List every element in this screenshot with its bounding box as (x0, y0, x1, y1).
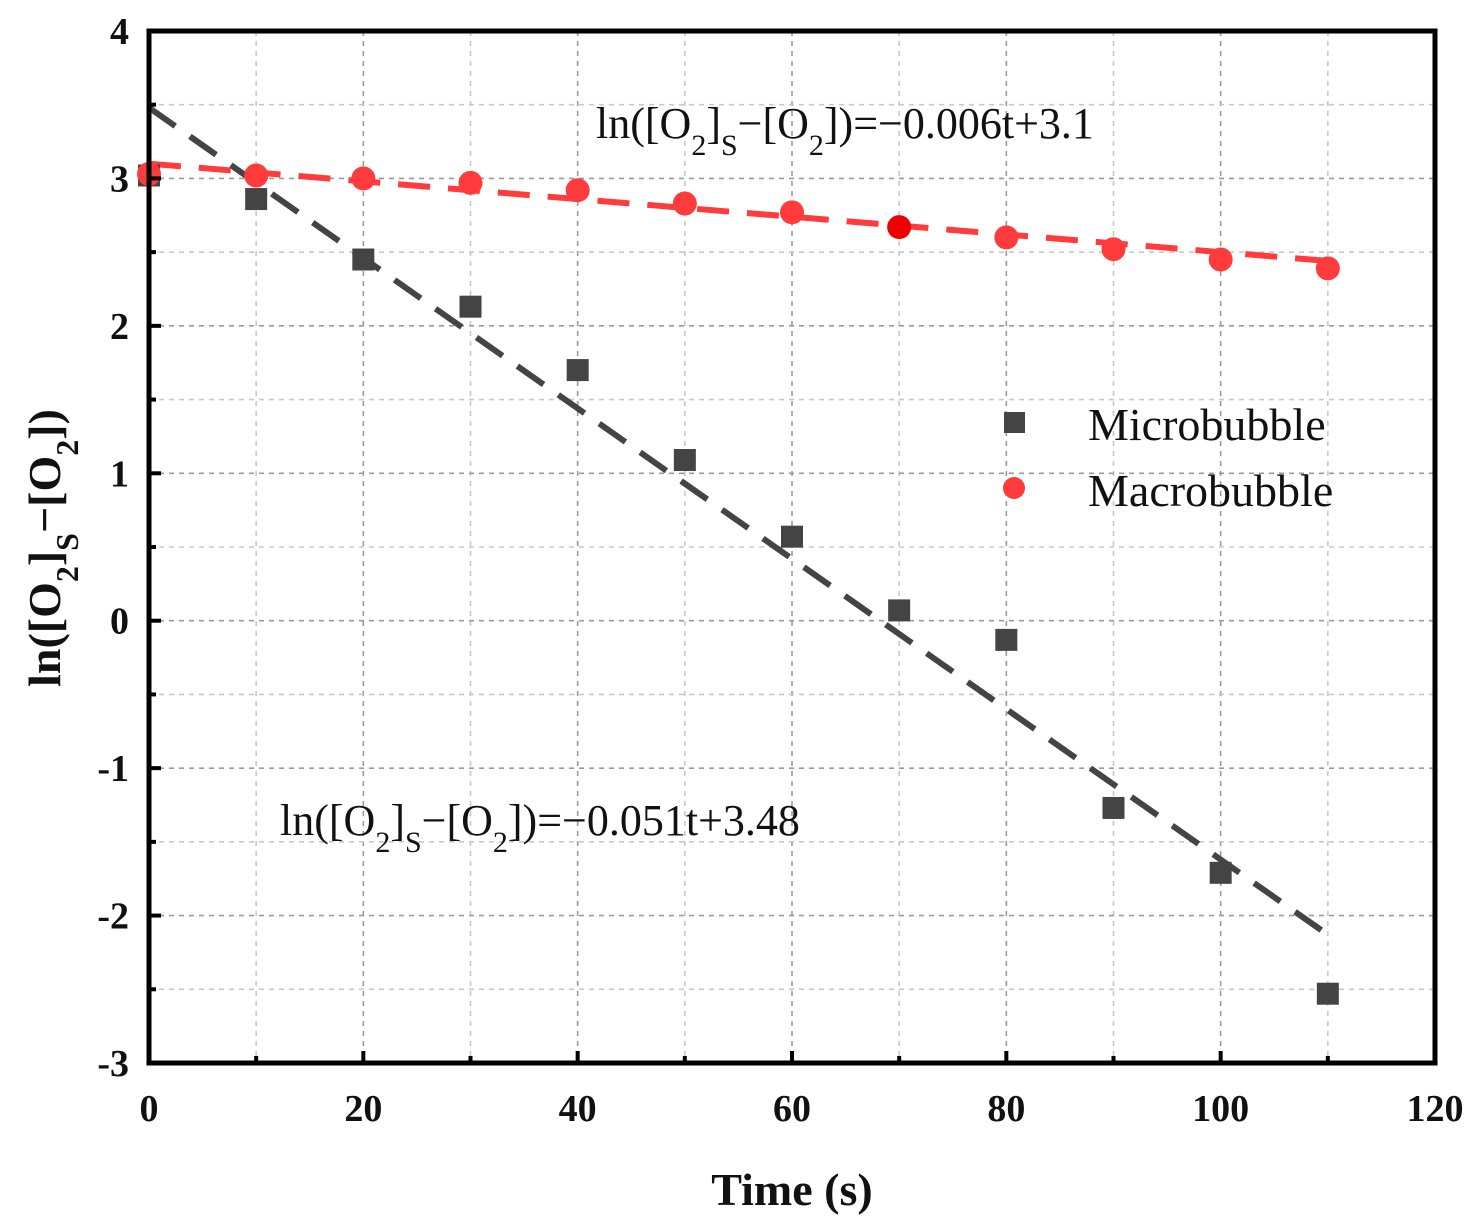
macrobubble-point (351, 166, 376, 191)
macrobubble-point (672, 191, 697, 216)
ticks (147, 29, 1437, 1065)
legend: Microbubble Macrobubble (1003, 399, 1333, 516)
microbubble-point (245, 188, 268, 211)
macrobubble-point (994, 225, 1019, 250)
y-axis-title: ln([O2]S−[O2]) (19, 409, 85, 687)
y-tick-label: 4 (110, 11, 129, 53)
macrobubble-point (887, 215, 912, 240)
y-tick-label: 3 (110, 158, 129, 200)
macrobubble-point (244, 163, 269, 188)
macro-fit-equation: ln([O2]S−[O2])=−0.006t+3.1 (596, 99, 1094, 162)
y-tick-label: 2 (110, 306, 129, 348)
tick-labels: 0 20 40 60 80 100 120 -3 -2 -1 0 1 2 3 4 (97, 11, 1463, 1130)
y-tick-label: -3 (97, 1043, 129, 1085)
microbubble-point (459, 295, 482, 318)
legend-label-microbubble: Microbubble (1088, 399, 1326, 450)
legend-marker-microbubble (1004, 412, 1025, 433)
x-tick-label: 20 (344, 1088, 382, 1130)
microbubble-point (673, 449, 696, 472)
fit-lines (147, 105, 1330, 938)
x-tick-label: 60 (773, 1088, 811, 1130)
x-axis-title: Time (s) (711, 1164, 872, 1215)
macrobubble-point (458, 170, 483, 195)
macrobubble-point (1315, 256, 1340, 281)
microbubble-point (1209, 861, 1232, 884)
macrobubble-point (780, 200, 804, 225)
x-tick-label: 0 (140, 1088, 159, 1130)
microbubble-point (995, 628, 1018, 651)
data-points (137, 162, 1340, 1005)
x-tick-label: 100 (1192, 1088, 1249, 1130)
microbubble-point (1316, 982, 1339, 1005)
microbubble-point (566, 359, 589, 382)
x-tick-label: 40 (559, 1088, 597, 1130)
legend-marker-macrobubble (1003, 477, 1025, 499)
legend-label-macrobubble: Macrobubble (1088, 465, 1333, 516)
microbubble-fit-line (147, 105, 1330, 938)
y-tick-label: 1 (110, 453, 129, 495)
y-tick-label: -2 (97, 896, 129, 938)
macrobubble-point (1101, 237, 1126, 262)
microbubble-point (1102, 796, 1125, 819)
x-tick-label: 120 (1407, 1088, 1464, 1130)
microbubble-point (781, 525, 803, 548)
micro-fit-equation: ln([O2]S−[O2])=−0.051t+3.48 (280, 796, 800, 859)
macrobubble-point (565, 178, 590, 203)
x-tick-label: 80 (987, 1088, 1025, 1130)
microbubble-point (888, 599, 911, 622)
macrobubble-point (1208, 247, 1233, 272)
y-tick-label: -1 (97, 748, 129, 790)
y-tick-label: 0 (110, 601, 129, 643)
microbubble-point (352, 248, 375, 271)
